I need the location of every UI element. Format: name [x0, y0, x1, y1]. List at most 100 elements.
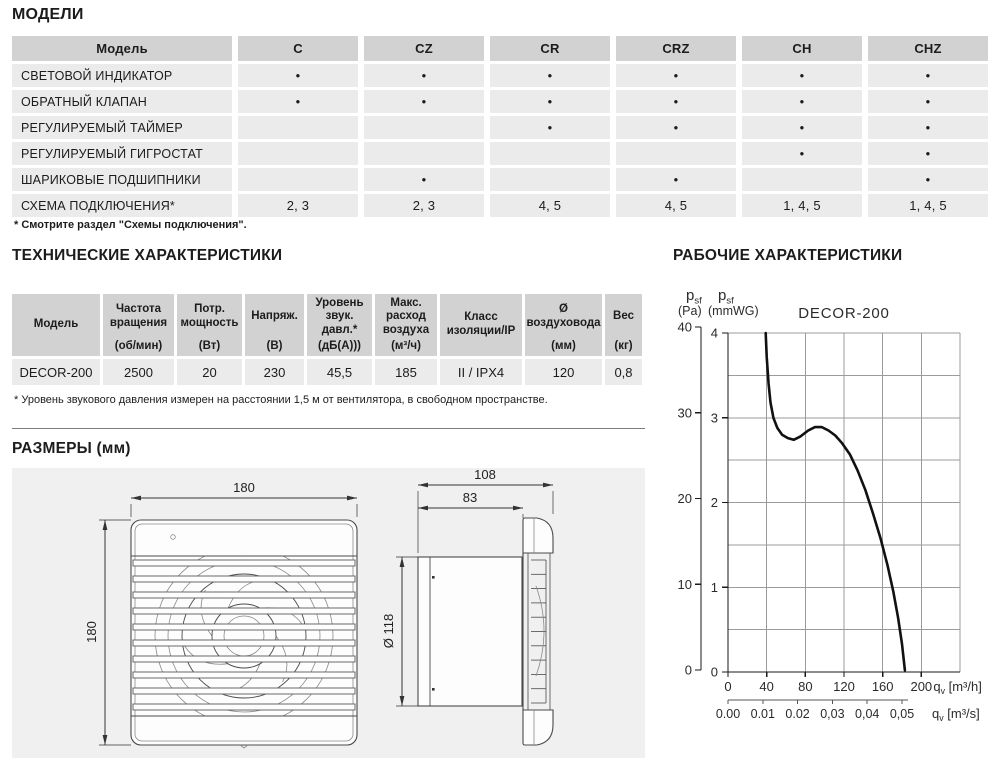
- chart-text: DECOR-200: [798, 305, 889, 322]
- models-cell: [490, 142, 610, 165]
- chart-text: 0,05: [890, 707, 914, 721]
- feature-dot: ●: [364, 64, 484, 87]
- y-axis-symbol: psf: [718, 287, 734, 307]
- tech-footnote: * Уровень звукового давления измерен на …: [14, 394, 548, 406]
- tech-header: Напряж. (В): [245, 294, 304, 356]
- models-header-CR: CR: [490, 36, 610, 61]
- side-body-dim-label: 83: [463, 490, 477, 505]
- models-row-label: РЕГУЛИРУЕМЫЙ ТАЙМЕР: [12, 116, 232, 139]
- tech-value: 120: [525, 359, 602, 385]
- models-row-label: ОБРАТНЫЙ КЛАПАН: [12, 90, 232, 113]
- chart-text: (mmWG): [708, 304, 759, 318]
- chart-text: 10: [678, 577, 692, 592]
- y-axis-symbol: psf: [686, 287, 702, 307]
- side-overall-dim-label: 108: [474, 468, 496, 482]
- feature-dot: ●: [742, 64, 862, 87]
- chart-text: 0,03: [820, 707, 844, 721]
- tech-table: Модель Частота вращения (об/мин) Потр. мощн…: [12, 294, 642, 385]
- tech-section-title: ТЕХНИЧЕСКИЕ ХАРАКТЕРИСТИКИ: [12, 247, 283, 264]
- models-section-title: МОДЕЛИ: [12, 6, 84, 23]
- chart-text: 0,04: [855, 707, 879, 721]
- chart-text: 0.00: [716, 707, 740, 721]
- chart-text: (Pa): [678, 304, 702, 318]
- tech-value: 20: [177, 359, 242, 385]
- models-header-CH: CH: [742, 36, 862, 61]
- feature-dot: ●: [616, 116, 736, 139]
- feature-dot: ●: [490, 64, 610, 87]
- chart-text: 30: [678, 405, 692, 420]
- chart-axes: [695, 326, 960, 677]
- feature-dot: ●: [742, 116, 862, 139]
- tech-header: Уровень звук. давл.* (дБ(А))): [307, 294, 372, 356]
- tech-value: 2500: [103, 359, 174, 385]
- tech-header: Модель: [12, 294, 100, 356]
- models-cell: 4, 5: [490, 194, 610, 217]
- models-cell: [238, 142, 358, 165]
- feature-dot: ●: [364, 90, 484, 113]
- axis-unit-label: qv [m³/h]: [933, 679, 982, 696]
- feature-dot: ●: [490, 116, 610, 139]
- chart-text: 40: [759, 679, 773, 694]
- tech-header: Частота вращения (об/мин): [103, 294, 174, 356]
- axis-unit-label: qv [m³/s]: [932, 706, 980, 723]
- tech-header: Потр. мощность (Вт): [177, 294, 242, 356]
- feature-dot: ●: [868, 64, 988, 87]
- feature-dot: ●: [490, 90, 610, 113]
- tech-value: 0,8: [605, 359, 642, 385]
- chart-text: 120: [833, 679, 855, 694]
- models-cell: 2, 3: [364, 194, 484, 217]
- fan-side-view: 108 83 Ø 118: [381, 467, 554, 746]
- models-cell: [364, 142, 484, 165]
- models-header-model: Модель: [12, 36, 232, 61]
- feature-dot: ●: [868, 116, 988, 139]
- tech-header: Ø воздуховода (мм): [525, 294, 602, 356]
- models-cell: 1, 4, 5: [742, 194, 862, 217]
- front-height-dim-label: 180: [84, 621, 99, 643]
- tech-header: Класс изоляции/IP: [440, 294, 522, 356]
- grille-slats: [132, 559, 356, 711]
- models-cell: [364, 116, 484, 139]
- tech-value: 230: [245, 359, 304, 385]
- dimensions-drawing: 180 180: [84, 467, 554, 749]
- dimensions-panel: 180 180: [12, 467, 645, 758]
- chart-text: 4: [711, 326, 718, 341]
- chart-text: 2: [711, 495, 718, 510]
- models-row-label: СВЕТОВОЙ ИНДИКАТОР: [12, 64, 232, 87]
- feature-dot: ●: [616, 90, 736, 113]
- tech-value: 185: [375, 359, 437, 385]
- feature-dot: ●: [238, 64, 358, 87]
- section-divider: [12, 428, 645, 429]
- side-grille-fins: [531, 559, 547, 704]
- chart-text: 1: [711, 580, 718, 595]
- models-footnote: * Смотрите раздел "Схемы подключения".: [14, 219, 247, 231]
- feature-dot: ●: [616, 168, 736, 191]
- models-cell: [616, 142, 736, 165]
- tech-header: Макс. расход воздуха (м³/ч): [375, 294, 437, 356]
- models-row-label: ШАРИКОВЫЕ ПОДШИПНИКИ: [12, 168, 232, 191]
- models-header-CZ: CZ: [364, 36, 484, 61]
- chart-text: 40: [678, 320, 692, 335]
- feature-dot: ●: [742, 142, 862, 165]
- models-header-C: C: [238, 36, 358, 61]
- performance-section-title: РАБОЧИЕ ХАРАКТЕРИСТИКИ: [673, 247, 903, 264]
- feature-dot: ●: [238, 90, 358, 113]
- feature-dot: ●: [364, 168, 484, 191]
- secondary-x-axis: [727, 699, 908, 704]
- tech-value: II / IPX4: [440, 359, 522, 385]
- models-cell: 4, 5: [616, 194, 736, 217]
- chart-text: 0: [711, 665, 718, 680]
- models-header-CHZ: CHZ: [868, 36, 988, 61]
- chart-text: 20: [678, 491, 692, 506]
- feature-dot: ●: [868, 168, 988, 191]
- models-cell: 2, 3: [238, 194, 358, 217]
- chart-text: 200: [910, 679, 932, 694]
- side-diameter-dim-label: Ø 118: [381, 614, 396, 648]
- models-cell: [238, 116, 358, 139]
- tech-header: Вес (кг): [605, 294, 642, 356]
- models-cell: [742, 168, 862, 191]
- chart-text: 0: [724, 679, 731, 694]
- front-width-dim-label: 180: [233, 480, 255, 495]
